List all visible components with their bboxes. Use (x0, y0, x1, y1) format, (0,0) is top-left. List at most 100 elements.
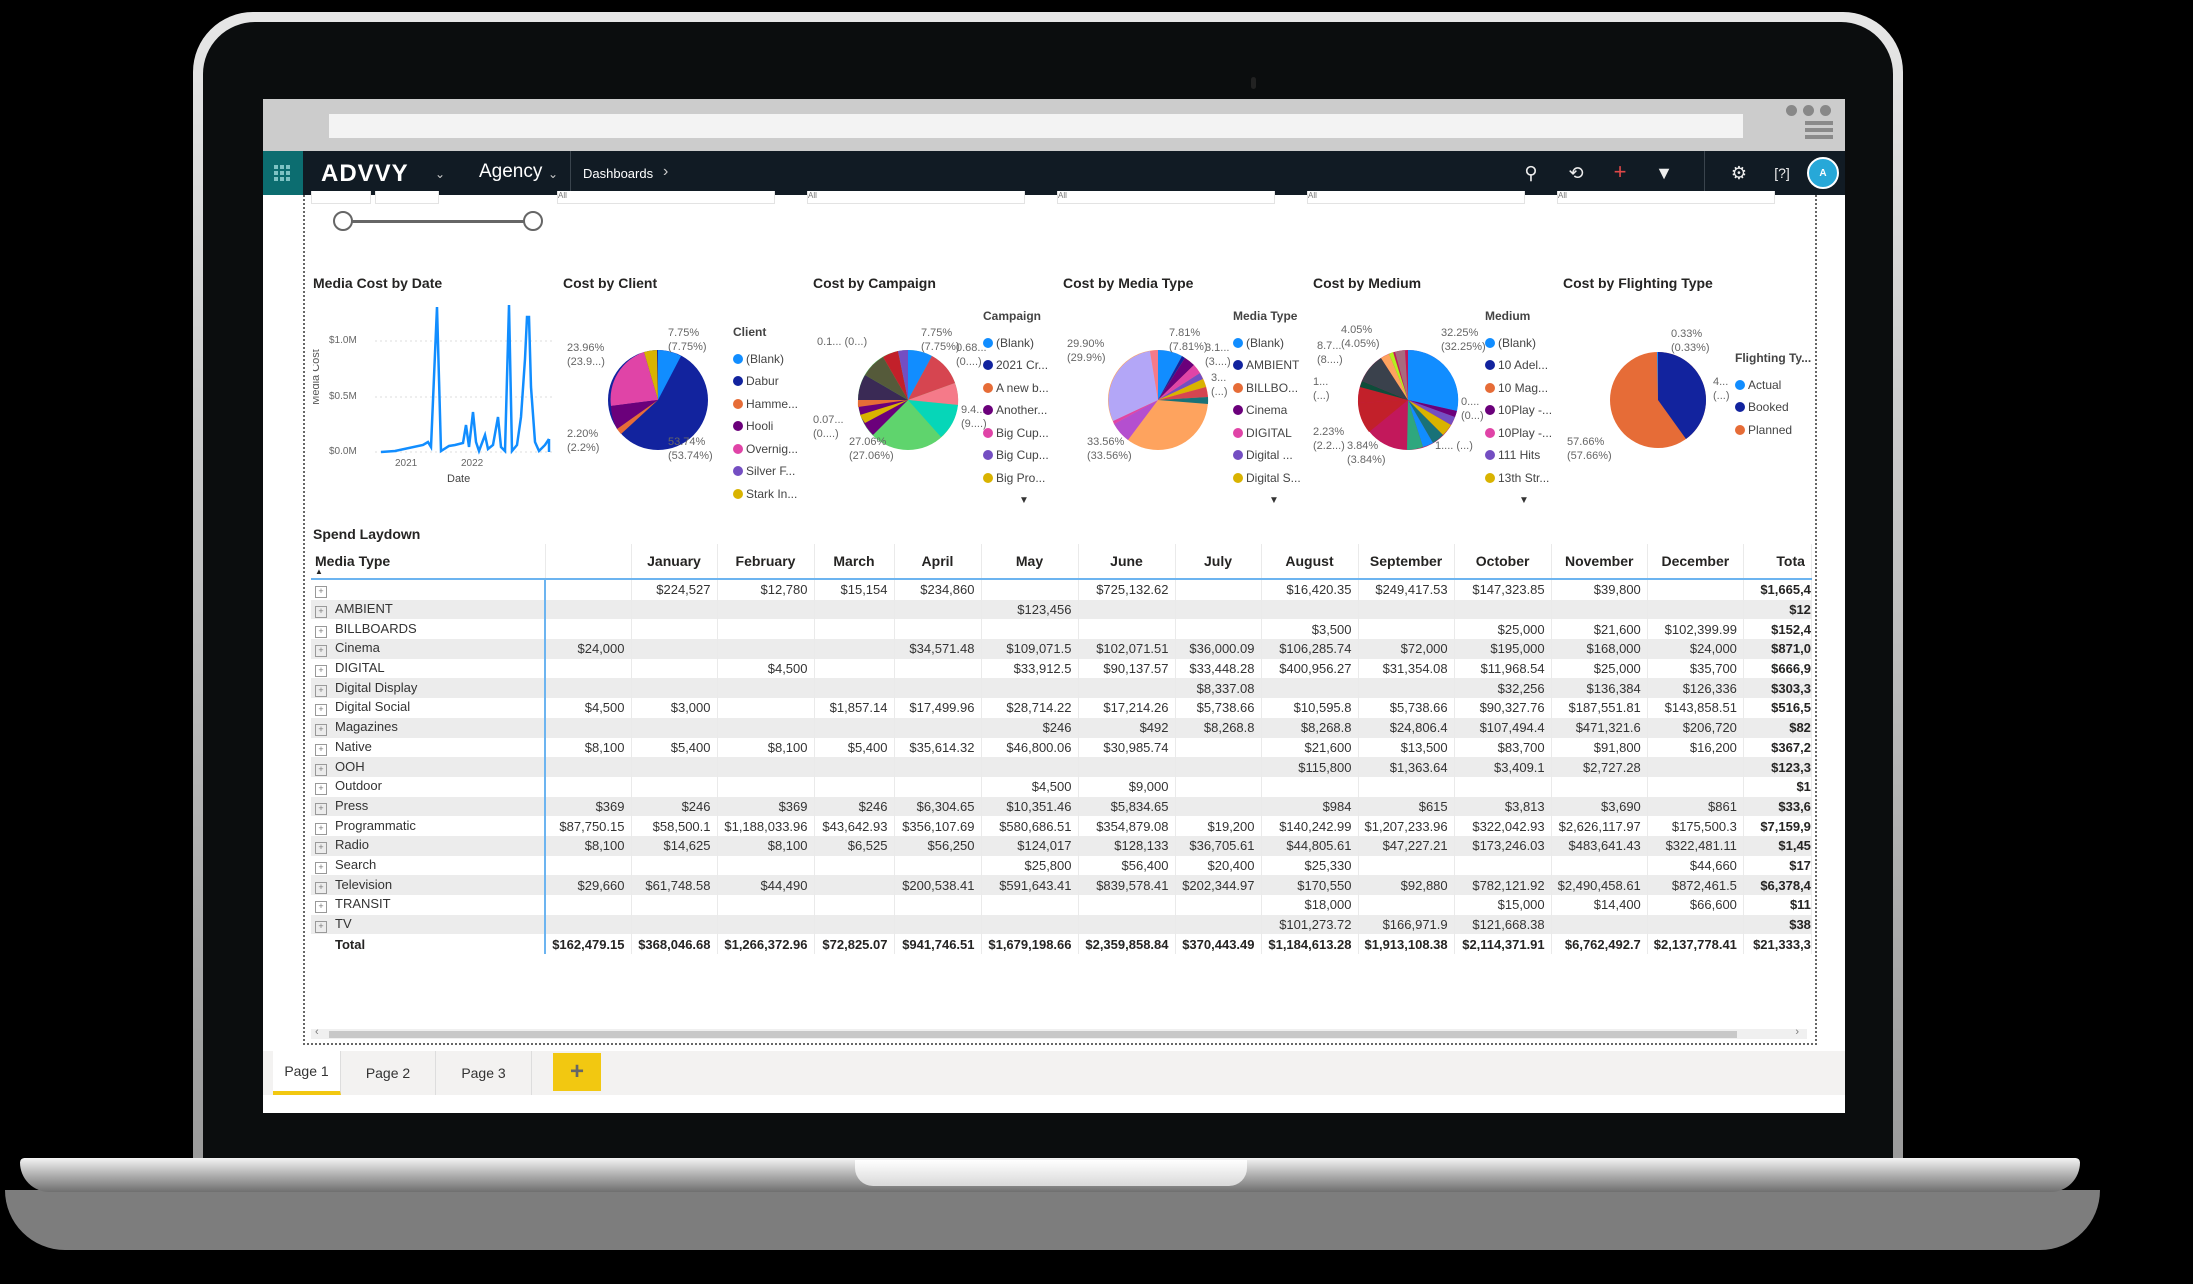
expand-icon[interactable]: + (315, 763, 327, 776)
legend-item[interactable]: (Blank) (733, 352, 798, 375)
legend-item[interactable]: 2021 Cr... (983, 358, 1049, 381)
help-icon[interactable]: [?] (1774, 165, 1790, 181)
table-row[interactable]: + Radio $8,100 $14,625 $8,100 $6,525 $56,250 $1… (311, 835, 1812, 856)
expand-icon[interactable]: + (315, 586, 327, 599)
legend-item[interactable]: (Blank) (1485, 336, 1552, 359)
table-row[interactable]: + AMBIENT $123,456 $12 (311, 599, 1812, 620)
column-header[interactable]: March (814, 544, 895, 580)
legend-item[interactable]: (Blank) (1233, 336, 1301, 359)
legend-item[interactable]: 111 Hits (1485, 448, 1552, 471)
column-header[interactable]: February (717, 544, 815, 580)
table-row[interactable]: + Native $8,100 $5,400 $8,100 $5,400 $35,614.3… (311, 737, 1812, 758)
slicer-2[interactable]: All (807, 191, 1025, 204)
legend-item[interactable]: Overnig... (733, 442, 798, 465)
legend-item[interactable]: 10Play -... (1485, 426, 1552, 449)
legend-item[interactable]: Cinema (1233, 403, 1301, 426)
scroll-right-icon[interactable]: › (1795, 1026, 1799, 1038)
expand-icon[interactable]: + (315, 704, 327, 717)
legend-item[interactable]: Booked (1735, 400, 1811, 423)
legend-item[interactable]: Big Pro... (983, 471, 1049, 494)
table-row[interactable]: + Television $29,660 $61,748.58 $44,490 $200,… (311, 875, 1812, 895)
expand-icon[interactable]: + (315, 802, 327, 815)
legend-item[interactable]: BILLBO... (1233, 381, 1301, 404)
cost-by-media-type-chart[interactable]: Cost by Media Type 29.90% (29.9%) 7.81% (7… (1063, 275, 1303, 515)
expand-icon[interactable]: + (315, 921, 327, 934)
legend-item[interactable]: 10 Mag... (1485, 381, 1552, 404)
cost-by-flighting-type-chart[interactable]: Cost by Flighting Type 0.33% (0.33%) 4...… (1563, 275, 1813, 515)
expand-icon[interactable]: + (315, 743, 327, 756)
cost-by-medium-chart[interactable]: Cost by Medium 4.05% (4.05%) 32.25% (32.2 (1313, 275, 1553, 515)
legend-item[interactable]: Actual (1735, 378, 1811, 401)
column-header[interactable]: January (631, 544, 718, 580)
legend-item[interactable]: 13th Str... (1485, 471, 1552, 494)
legend-item[interactable]: Hooli (733, 419, 798, 442)
date-slicer-from[interactable] (311, 191, 371, 204)
expand-icon[interactable]: + (315, 822, 327, 835)
table-row[interactable]: + Programmatic $87,750.15 $58,500.1 $1,188,0… (311, 816, 1812, 836)
expand-icon[interactable]: + (315, 724, 327, 737)
table-row[interactable]: + BILLBOARDS $3,500 $25,000 $21,600 $102,399.… (311, 619, 1812, 640)
table-row[interactable]: + TRANSIT $18,000 $15,000 $14,400 $66,600 $11 (311, 895, 1812, 915)
app-launcher-button[interactable] (263, 151, 303, 195)
expand-icon[interactable]: + (315, 783, 327, 796)
filter-icon[interactable]: ▼ (1655, 163, 1673, 183)
legend-item[interactable]: Planned (1735, 423, 1811, 446)
table-row[interactable]: + Magazines $246 $492 $8,268.8 $8,268.8 $24,80… (311, 717, 1812, 738)
legend-item[interactable]: AMBIENT (1233, 358, 1301, 381)
legend-scroll-down-icon[interactable]: ▼ (1019, 495, 1029, 506)
legend-item[interactable]: Stark In... (733, 487, 798, 510)
tab-page-1[interactable]: Page 1 (273, 1051, 341, 1095)
date-slicer-to[interactable] (375, 191, 439, 204)
slicer-1[interactable]: All (557, 191, 775, 204)
expand-icon[interactable]: + (315, 645, 327, 658)
date-range-slider[interactable] (333, 211, 543, 231)
table-row[interactable]: + Press $369 $246 $369 $246 $6,304.65 $10,351.4… (311, 796, 1812, 817)
legend-item[interactable]: A new b... (983, 381, 1049, 404)
column-header[interactable]: June (1078, 544, 1176, 580)
table-row[interactable]: + Search $25,800 $56,400 $20,400 $25,330 $44,6… (311, 855, 1812, 876)
slicer-3[interactable]: All (1057, 191, 1275, 204)
history-icon[interactable]: ⟲ (1568, 163, 1584, 183)
cost-by-campaign-chart[interactable]: Cost by Campaign 0.1... (0...) 7.75% (7.7… (813, 275, 1053, 515)
legend-item[interactable]: 10 Adel... (1485, 358, 1552, 381)
legend-item[interactable]: Dabur (733, 374, 798, 397)
slider-end-handle[interactable] (523, 211, 543, 231)
legend-item[interactable]: Silver F... (733, 464, 798, 487)
table-row[interactable]: + Outdoor $4,500 $9,000 $1 (311, 776, 1812, 797)
column-header[interactable]: September (1358, 544, 1455, 580)
legend-item[interactable]: Digital S... (1233, 471, 1301, 494)
breadcrumb-dashboards[interactable]: Dashboards (583, 166, 654, 181)
column-header[interactable] (545, 544, 632, 580)
media-cost-by-date-chart[interactable]: Media Cost by Date Media Cost $1.0M $0.5… (313, 275, 553, 515)
horizontal-scrollbar[interactable]: ‹ › (311, 1026, 1807, 1039)
tab-page-2[interactable]: Page 2 (341, 1051, 436, 1095)
table-row[interactable]: + Cinema $24,000 $34,571.48 $109,071.5 $102,0… (311, 639, 1812, 659)
expand-icon[interactable]: + (315, 665, 327, 678)
slicer-5[interactable]: All (1557, 191, 1775, 204)
expand-icon[interactable]: + (315, 901, 327, 914)
column-header[interactable]: May (981, 544, 1079, 580)
brand-logo[interactable]: ADVVY (321, 160, 409, 187)
address-bar[interactable] (329, 114, 1743, 138)
column-header[interactable]: August (1261, 544, 1359, 580)
search-icon[interactable]: ⚲ (1524, 163, 1538, 183)
tab-page-3[interactable]: Page 3 (436, 1051, 532, 1095)
legend-item[interactable]: Big Cup... (983, 448, 1049, 471)
scrollbar-thumb[interactable] (329, 1031, 1737, 1038)
legend-item[interactable]: (Blank) (983, 336, 1049, 359)
column-header[interactable]: November (1551, 544, 1648, 580)
expand-icon[interactable]: + (315, 881, 327, 894)
legend-item[interactable]: Big Cup... (983, 426, 1049, 449)
menu-icon[interactable] (1805, 121, 1833, 142)
org-switcher[interactable]: Agency (479, 161, 543, 182)
column-header[interactable]: Tota (1743, 544, 1812, 580)
scroll-left-icon[interactable]: ‹ (315, 1026, 319, 1038)
table-total-row[interactable]: Total $162,479.15 $368,046.68 $1,266,372.96… (311, 934, 1812, 955)
add-icon[interactable]: + (1613, 159, 1627, 184)
legend-item[interactable]: Hamme... (733, 397, 798, 420)
expand-icon[interactable]: + (315, 842, 327, 855)
expand-icon[interactable]: + (315, 606, 327, 619)
table-row[interactable]: + DIGITAL $4,500 $33,912.5 $90,137.57 $33,448… (311, 658, 1812, 679)
avatar[interactable]: A (1807, 157, 1839, 189)
table-row[interactable]: + $224,527 $12,780 $15,154 $234,860 $725,132.… (311, 579, 1812, 600)
